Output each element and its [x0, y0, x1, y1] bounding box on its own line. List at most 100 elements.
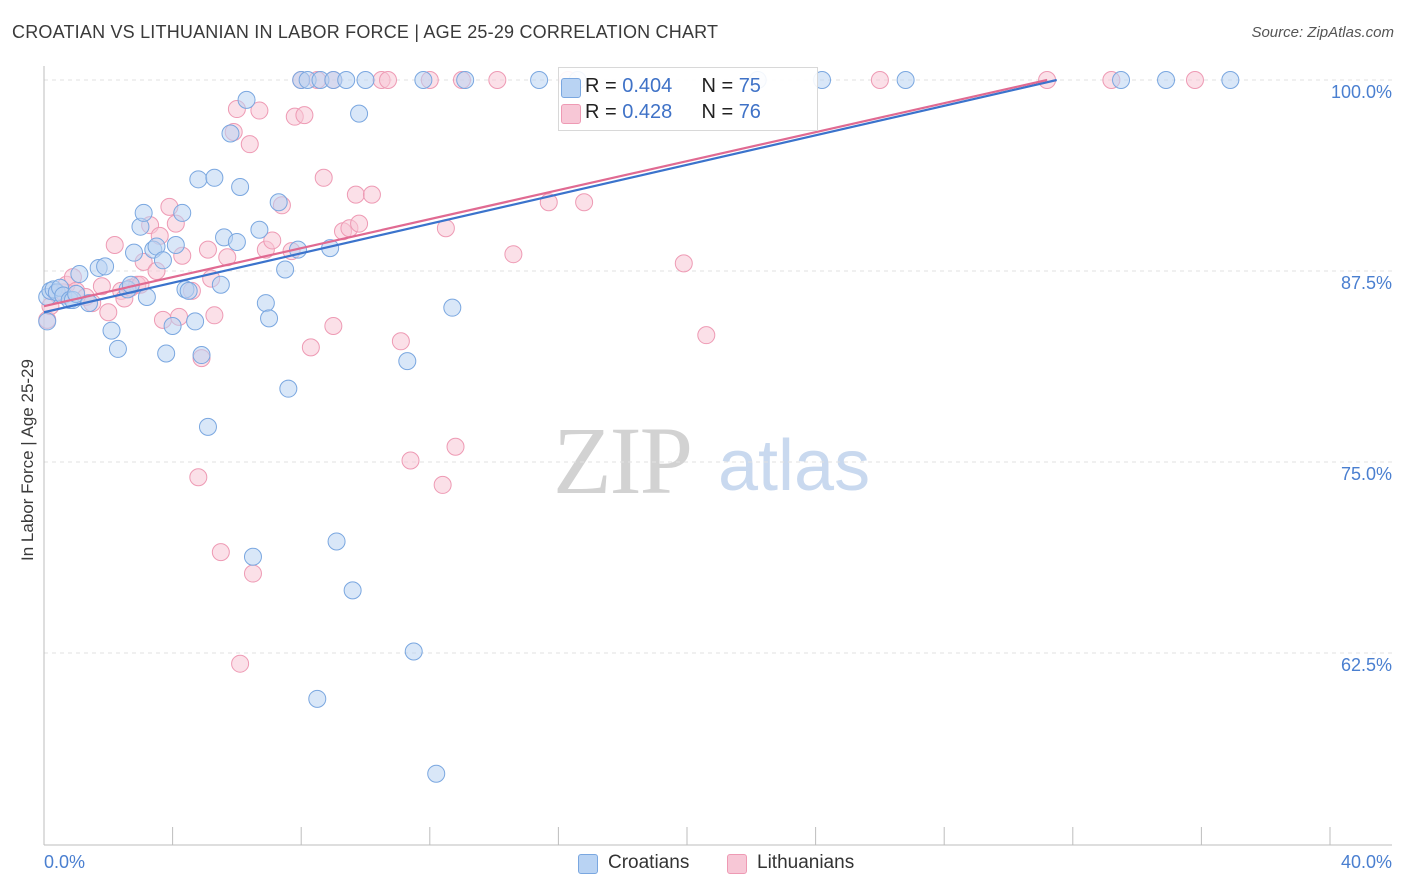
croatian-point — [327, 532, 346, 551]
croatian-point — [398, 352, 417, 371]
croatian-point — [186, 312, 205, 331]
lithuanian-point — [1185, 71, 1204, 89]
croatian-point — [279, 379, 298, 398]
bottom-legend-lithuanians: Lithuanians — [727, 852, 854, 874]
lithuanian-point — [295, 106, 314, 125]
lithuanian-point — [189, 468, 208, 487]
legend-row-lithuanians: R = 0.428 N = 76 — [561, 101, 761, 127]
lithuanian-point — [674, 254, 693, 273]
croatian-point — [276, 260, 295, 279]
croatian-point — [443, 298, 462, 317]
croatian-point — [166, 236, 185, 255]
croatians-swatch — [561, 78, 581, 98]
lithuanian-point — [433, 475, 452, 494]
bottom-legend-croatians: Croatians — [578, 852, 689, 874]
lithuanian-point — [379, 71, 398, 89]
croatian-point — [179, 281, 198, 300]
legend-r-label: R = — [585, 75, 623, 97]
croatians-legend-label: Croatians — [608, 852, 690, 873]
croatian-point — [70, 265, 89, 284]
lithuanian-point — [391, 332, 410, 351]
croatian-point — [198, 417, 217, 436]
croatian-point — [1112, 71, 1131, 89]
legend-r-value: 0.404 — [622, 75, 673, 97]
lithuanian-point — [697, 326, 716, 345]
x-tick-label-min: 0.0% — [44, 852, 86, 872]
x-tick-label-max: 40.0% — [1340, 852, 1392, 872]
lithuanians-legend-label: Lithuanians — [757, 852, 855, 873]
croatians-trend-line — [43, 78, 1057, 314]
croatian-point — [192, 346, 211, 365]
croatians-points — [38, 71, 1240, 783]
trend-lines — [43, 78, 1057, 314]
croatian-point — [308, 689, 327, 708]
croatian-point — [189, 170, 208, 189]
legend-row-croatians: R = 0.404 N = 75 — [561, 75, 761, 101]
croatian-point — [356, 71, 375, 89]
croatian-point — [414, 71, 433, 89]
lithuanian-point — [346, 185, 365, 204]
watermark-atlas: atlas — [718, 426, 871, 506]
axes — [43, 66, 1392, 846]
lithuanian-point — [99, 303, 118, 322]
lithuanian-point — [301, 338, 320, 357]
lithuanian-point — [231, 654, 250, 673]
croatian-point — [427, 764, 446, 783]
lithuanian-point — [250, 101, 269, 120]
legend-n-label: N = — [701, 101, 739, 123]
croatian-point — [250, 220, 269, 239]
croatian-point — [211, 275, 230, 294]
lithuanian-point — [504, 245, 523, 264]
croatian-point — [350, 104, 369, 123]
croatian-point — [243, 547, 262, 566]
croatian-point — [227, 232, 246, 251]
croatian-point — [38, 312, 57, 331]
lithuanians-points — [38, 71, 1204, 673]
croatian-point — [157, 344, 176, 363]
y-tick-labels: 62.5% 75.0% 87.5% 100.0% — [1331, 82, 1392, 675]
legend-r-value: 0.428 — [622, 101, 673, 123]
chart-title: CROATIAN VS LITHUANIAN IN LABOR FORCE | … — [12, 22, 719, 42]
legend-n-label: N = — [701, 75, 739, 97]
lithuanian-point — [350, 214, 369, 233]
lithuanian-point — [105, 236, 124, 255]
croatian-point — [153, 251, 172, 270]
lithuanian-point — [446, 437, 465, 456]
croatian-point — [896, 71, 915, 89]
lithuanian-point — [263, 231, 282, 250]
lithuanian-point — [575, 193, 594, 212]
lithuanian-point — [240, 135, 259, 154]
croatian-point — [343, 581, 362, 600]
croatian-point — [96, 257, 115, 276]
lithuanian-point — [92, 277, 111, 296]
lithuanian-point — [324, 317, 343, 336]
croatian-point — [205, 168, 224, 187]
lithuanian-point — [205, 306, 224, 325]
croatian-point — [530, 71, 549, 89]
y-tick-label: 87.5% — [1341, 273, 1392, 293]
y-tick-label: 100.0% — [1331, 82, 1392, 102]
lithuanian-point — [211, 543, 230, 562]
source-label: Source: ZipAtlas.com — [1251, 24, 1394, 41]
croatian-point — [108, 339, 127, 358]
croatian-point — [256, 294, 275, 313]
croatian-point — [269, 193, 288, 212]
gridlines — [44, 79, 1392, 654]
lithuanian-point — [314, 168, 333, 187]
croatians-legend-swatch — [578, 854, 598, 874]
legend-n-value: 75 — [738, 75, 761, 97]
y-tick-label: 75.0% — [1341, 464, 1392, 484]
y-tick-label: 62.5% — [1341, 655, 1392, 675]
lithuanian-point — [401, 451, 420, 470]
croatian-point — [173, 203, 192, 222]
croatian-point — [337, 71, 356, 89]
croatian-point — [102, 321, 121, 340]
lithuanians-legend-swatch — [727, 854, 747, 874]
croatian-point — [237, 90, 256, 109]
croatian-point — [1221, 71, 1240, 89]
croatian-point — [134, 203, 153, 222]
lithuanian-point — [870, 71, 889, 89]
croatian-point — [404, 642, 423, 661]
lithuanians-swatch — [561, 104, 581, 124]
